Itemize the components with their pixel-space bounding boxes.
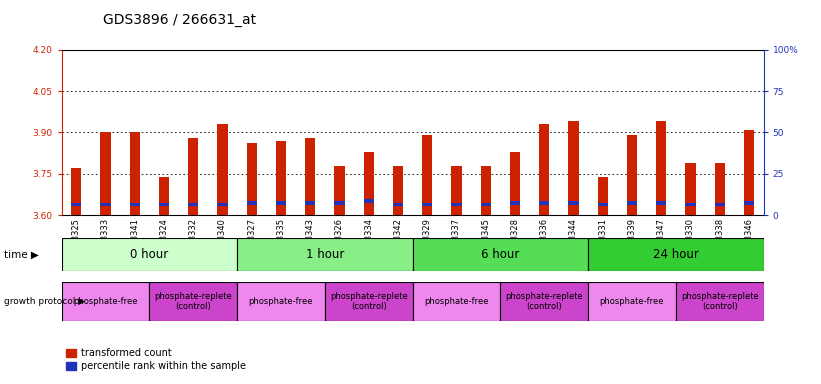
Bar bbox=[218, 203, 227, 206]
Bar bbox=[413, 282, 500, 321]
Text: time ▶: time ▶ bbox=[4, 249, 39, 260]
Bar bbox=[188, 138, 199, 215]
Bar bbox=[656, 121, 667, 215]
Bar bbox=[539, 201, 549, 205]
Bar bbox=[568, 201, 579, 205]
Bar bbox=[218, 124, 227, 215]
Bar bbox=[149, 282, 237, 321]
Bar bbox=[276, 201, 286, 205]
Bar bbox=[62, 238, 237, 271]
Text: GDS3896 / 266631_at: GDS3896 / 266631_at bbox=[103, 13, 256, 27]
Bar bbox=[744, 201, 754, 205]
Bar bbox=[100, 132, 111, 215]
Bar bbox=[539, 124, 549, 215]
Bar bbox=[71, 168, 81, 215]
Text: 1 hour: 1 hour bbox=[305, 248, 344, 261]
Bar bbox=[588, 282, 676, 321]
Bar bbox=[656, 201, 667, 205]
Bar bbox=[364, 199, 374, 203]
Bar bbox=[676, 282, 764, 321]
Bar bbox=[364, 152, 374, 215]
Bar bbox=[130, 203, 140, 206]
Bar bbox=[626, 135, 637, 215]
Bar bbox=[71, 203, 81, 206]
Bar bbox=[510, 201, 520, 205]
Bar bbox=[276, 141, 286, 215]
Bar bbox=[422, 135, 433, 215]
Bar bbox=[246, 201, 257, 205]
Bar bbox=[334, 201, 345, 205]
Text: phosphate-replete
(control): phosphate-replete (control) bbox=[681, 292, 759, 311]
Bar bbox=[305, 138, 315, 215]
Bar bbox=[480, 203, 491, 206]
Bar bbox=[744, 130, 754, 215]
Bar bbox=[100, 203, 111, 206]
Bar bbox=[392, 203, 403, 206]
Bar bbox=[598, 203, 608, 206]
Bar bbox=[452, 166, 461, 215]
Bar bbox=[568, 121, 579, 215]
Text: 6 hour: 6 hour bbox=[481, 248, 520, 261]
Bar bbox=[130, 132, 140, 215]
Bar bbox=[62, 282, 149, 321]
Bar bbox=[392, 166, 403, 215]
Text: phosphate-replete
(control): phosphate-replete (control) bbox=[154, 292, 232, 311]
Bar bbox=[510, 152, 520, 215]
Text: 24 hour: 24 hour bbox=[653, 248, 699, 261]
Bar bbox=[158, 203, 169, 206]
Bar bbox=[588, 238, 764, 271]
Bar bbox=[422, 203, 433, 206]
Bar bbox=[686, 203, 695, 206]
Bar bbox=[598, 177, 608, 215]
Text: phosphate-replete
(control): phosphate-replete (control) bbox=[330, 292, 407, 311]
Bar bbox=[325, 282, 412, 321]
Text: phosphate-replete
(control): phosphate-replete (control) bbox=[505, 292, 583, 311]
Bar bbox=[413, 238, 588, 271]
Text: 0 hour: 0 hour bbox=[131, 248, 168, 261]
Legend: transformed count, percentile rank within the sample: transformed count, percentile rank withi… bbox=[62, 344, 250, 375]
Bar bbox=[714, 203, 725, 206]
Text: phosphate-free: phosphate-free bbox=[73, 297, 138, 306]
Bar bbox=[500, 282, 588, 321]
Bar bbox=[626, 201, 637, 205]
Text: phosphate-free: phosphate-free bbox=[599, 297, 664, 306]
Text: phosphate-free: phosphate-free bbox=[424, 297, 488, 306]
Bar bbox=[237, 282, 325, 321]
Text: growth protocol ▶: growth protocol ▶ bbox=[4, 297, 85, 306]
Text: phosphate-free: phosphate-free bbox=[249, 297, 313, 306]
Bar bbox=[305, 201, 315, 205]
Bar bbox=[246, 144, 257, 215]
Bar bbox=[188, 203, 199, 206]
Bar bbox=[452, 203, 461, 206]
Bar bbox=[158, 177, 169, 215]
Bar bbox=[334, 166, 345, 215]
Bar bbox=[686, 163, 695, 215]
Bar bbox=[714, 163, 725, 215]
Bar bbox=[237, 238, 413, 271]
Bar bbox=[480, 166, 491, 215]
